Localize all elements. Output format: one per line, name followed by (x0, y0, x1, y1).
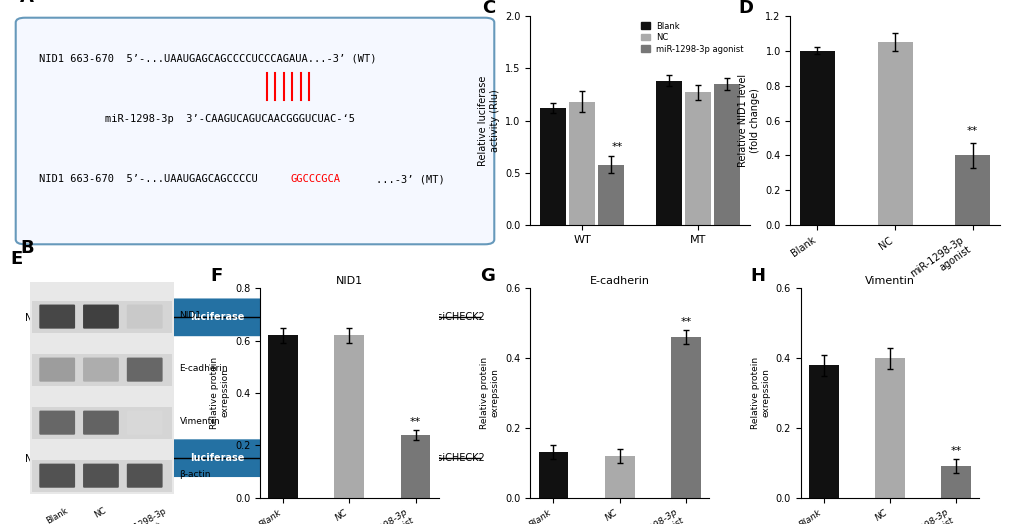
Y-axis label: Relative luciferase
activity (Rlu): Relative luciferase activity (Rlu) (478, 75, 499, 166)
Text: D: D (738, 0, 752, 17)
Bar (671, 337, 700, 498)
FancyBboxPatch shape (40, 464, 75, 488)
Text: Vimentin: Vimentin (179, 418, 220, 427)
Text: NID1 (WT): NID1 (WT) (25, 312, 75, 322)
Text: H: H (750, 267, 765, 285)
FancyBboxPatch shape (40, 304, 75, 329)
FancyBboxPatch shape (126, 357, 162, 381)
Text: F: F (210, 267, 222, 285)
FancyBboxPatch shape (83, 464, 119, 488)
Bar (713, 84, 739, 225)
Text: SV40: SV40 (107, 312, 136, 322)
Text: ✱: ✱ (319, 378, 335, 397)
Bar (604, 456, 634, 498)
FancyBboxPatch shape (33, 301, 171, 333)
Text: miR-1298-3p: miR-1298-3p (348, 372, 412, 381)
FancyBboxPatch shape (83, 304, 119, 329)
Y-axis label: Relative protein
exrepssion: Relative protein exrepssion (480, 357, 499, 429)
Bar (808, 365, 838, 498)
FancyBboxPatch shape (83, 357, 119, 381)
Text: luciferase: luciferase (191, 312, 245, 322)
Text: psiCHECK2: psiCHECK2 (431, 312, 484, 322)
Title: E-cadherin: E-cadherin (589, 276, 649, 286)
Text: NID1: NID1 (314, 312, 340, 322)
Text: **: ** (610, 142, 622, 152)
Bar (874, 358, 904, 498)
Text: miR-1298-3p
agonist: miR-1298-3p agonist (116, 506, 173, 524)
Text: GGCCCGCA: GGCCCGCA (289, 174, 340, 184)
Y-axis label: Relative protein
exrepssion: Relative protein exrepssion (750, 357, 769, 429)
Text: NID1 663-670  5’-...UAAUGAGCAGCCCCU: NID1 663-670 5’-...UAAUGAGCAGCCCCU (39, 174, 258, 184)
Text: **: ** (410, 417, 421, 427)
Text: miR-1298-3p  3’-CAAGUCAGUCAACGGGUCUAC-‘5: miR-1298-3p 3’-CAAGUCAGUCAACGGGUCUAC-‘5 (105, 114, 355, 124)
FancyBboxPatch shape (15, 18, 494, 244)
Text: Blank: Blank (45, 506, 69, 524)
Text: NID1: NID1 (179, 311, 202, 320)
FancyBboxPatch shape (40, 357, 75, 381)
Bar (538, 452, 568, 498)
Text: NC: NC (93, 506, 107, 520)
Text: **: ** (950, 446, 961, 456)
FancyBboxPatch shape (168, 299, 267, 336)
Bar (400, 435, 430, 498)
Bar (540, 108, 566, 225)
Text: NID1 (MT): NID1 (MT) (25, 453, 74, 463)
Title: Vimentin: Vimentin (864, 276, 914, 286)
Bar (876, 42, 912, 225)
Text: B: B (20, 239, 34, 257)
FancyBboxPatch shape (33, 408, 171, 439)
FancyBboxPatch shape (40, 411, 75, 435)
Text: NID1 663-670  5’-...UAAUGAGCAGCCCCUCCCAGAUA...-3’ (WT): NID1 663-670 5’-...UAAUGAGCAGCCCCUCCCAGA… (39, 53, 376, 64)
Text: SV40: SV40 (107, 453, 136, 463)
FancyBboxPatch shape (31, 282, 173, 494)
Bar (268, 335, 298, 498)
Bar (684, 92, 710, 225)
Text: β-actin: β-actin (179, 471, 211, 479)
FancyBboxPatch shape (285, 299, 370, 336)
Legend: Blank, NC, miR-1298-3p agonist: Blank, NC, miR-1298-3p agonist (639, 20, 745, 55)
Text: NID1: NID1 (314, 453, 340, 463)
FancyBboxPatch shape (83, 411, 119, 435)
FancyBboxPatch shape (33, 354, 171, 386)
Bar (655, 81, 682, 225)
Text: luciferase: luciferase (191, 453, 245, 463)
Bar (941, 466, 970, 498)
Text: C: C (482, 0, 495, 17)
Y-axis label: Relative protein
exrepssion: Relative protein exrepssion (210, 357, 229, 429)
FancyBboxPatch shape (285, 439, 370, 477)
FancyBboxPatch shape (89, 299, 154, 336)
Text: E-cadherin: E-cadherin (179, 364, 228, 374)
FancyBboxPatch shape (33, 461, 171, 493)
FancyBboxPatch shape (126, 464, 162, 488)
FancyBboxPatch shape (126, 411, 162, 435)
Text: E: E (10, 249, 22, 268)
Text: **: ** (680, 316, 691, 326)
FancyBboxPatch shape (126, 304, 162, 329)
Y-axis label: Relative NID1 level
(fold change): Relative NID1 level (fold change) (738, 74, 759, 167)
FancyBboxPatch shape (168, 439, 267, 477)
FancyBboxPatch shape (89, 439, 154, 477)
Text: A: A (20, 0, 35, 6)
Text: **: ** (966, 126, 977, 136)
Bar (954, 156, 989, 225)
Text: psiCHECK2: psiCHECK2 (431, 453, 484, 463)
Title: NID1: NID1 (335, 276, 363, 286)
Bar (334, 335, 364, 498)
Bar (799, 51, 835, 225)
Bar (569, 102, 595, 225)
Bar (597, 165, 624, 225)
Text: G: G (480, 267, 495, 285)
Text: ...-3’ (MT): ...-3’ (MT) (376, 174, 444, 184)
